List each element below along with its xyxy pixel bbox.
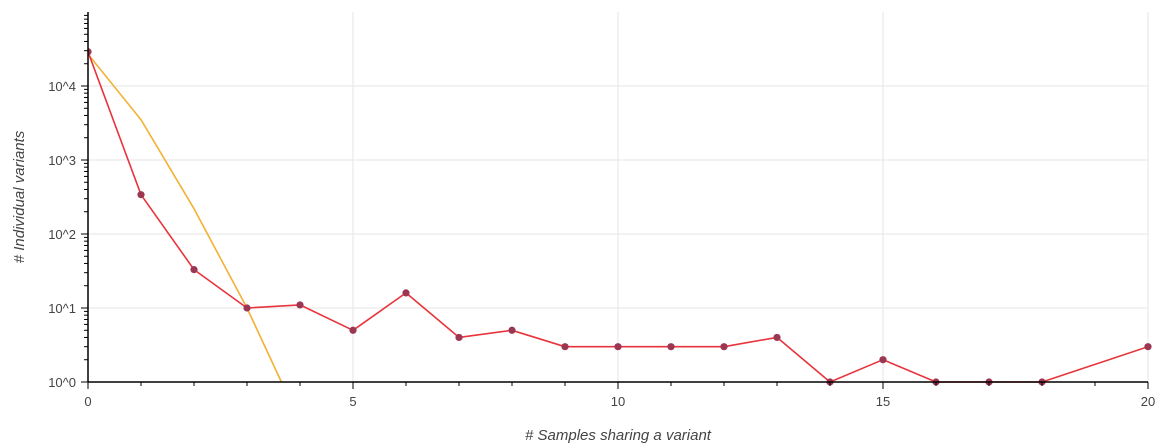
series-0 [88, 53, 283, 383]
y-tick-label: 10^2 [48, 227, 76, 242]
x-tick-label: 10 [611, 394, 625, 409]
series-1-line [88, 51, 1149, 383]
series-1 [88, 48, 1152, 386]
x-tick-label: 5 [349, 394, 356, 409]
series-1-point [773, 333, 781, 342]
x-tick-label: 0 [84, 394, 91, 409]
series-1-point [1144, 343, 1152, 351]
y-tick-label: 10^3 [48, 153, 76, 168]
series-1-point [402, 289, 410, 297]
series-1-point [455, 333, 463, 342]
series-layer [88, 48, 1152, 386]
series-1-point [88, 48, 92, 56]
series-1-point [296, 301, 304, 309]
y-tick-label: 10^4 [48, 79, 76, 94]
series-1-point [667, 343, 675, 351]
series-1-point [561, 343, 569, 351]
series-1-point [243, 304, 251, 312]
x-tick-label: 15 [876, 394, 890, 409]
x-tick-label: 20 [1141, 394, 1155, 409]
axes: 0 5 10 15 20 10^0 10^1 10^2 10^3 10^4 [48, 12, 1155, 409]
series-1-point [137, 191, 145, 199]
y-axis-label: # Individual variants [11, 130, 28, 263]
series-1-point [349, 326, 357, 334]
series-1-point [614, 343, 622, 351]
series-0-line [88, 53, 283, 383]
series-1-point [720, 343, 728, 351]
y-tick-label: 10^0 [48, 375, 76, 390]
series-1-point [190, 266, 198, 274]
series-1-point [879, 356, 887, 364]
x-axis-label: # Samples sharing a variant [525, 427, 712, 444]
grid [88, 12, 1149, 382]
y-tick-label: 10^1 [48, 301, 76, 316]
series-1-point [508, 326, 516, 334]
